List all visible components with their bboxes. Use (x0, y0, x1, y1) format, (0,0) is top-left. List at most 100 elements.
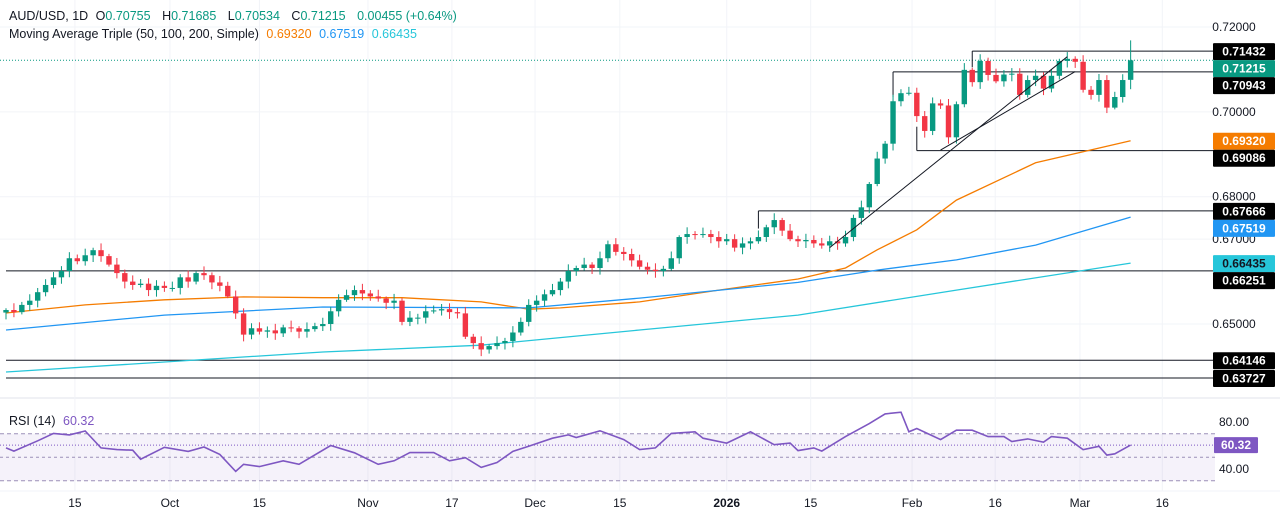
time-axis[interactable]: 15 Oct 15 Nov 17 Dec 15 2026 15 Feb 16 Mar 16 (68, 496, 1169, 510)
candle-body (993, 74, 999, 82)
candle-body (66, 258, 73, 271)
candle-body (937, 103, 944, 106)
candle-body (462, 313, 469, 337)
candle-body (1104, 80, 1110, 108)
rsi-legend: RSI (14) 60.32 (9, 414, 98, 428)
candle-body (351, 290, 358, 296)
symbol-title[interactable]: AUD/USD, 1D (9, 9, 89, 23)
candle-body (755, 237, 762, 242)
moving-averages (5, 140, 1131, 373)
x-tick-label: Oct (161, 496, 180, 510)
candle-body (1024, 80, 1031, 95)
ma50-value: 0.69320 (266, 27, 312, 41)
candle-body (1056, 60, 1063, 76)
candle-body (320, 324, 326, 327)
candle-body (1072, 58, 1078, 62)
price-axis[interactable]: 0.720000.700000.680000.670000.6500080.00… (1212, 20, 1256, 476)
ma100-value: 0.67519 (319, 27, 365, 41)
candle-body (953, 104, 960, 138)
price-tick-label: 0.68000 (1212, 190, 1256, 204)
candle-body (367, 293, 374, 297)
candle-body (668, 258, 674, 269)
candle-body (177, 277, 183, 288)
candle-body (114, 264, 120, 274)
candle-body (454, 312, 461, 314)
candle-body (826, 241, 833, 246)
candle-body (130, 281, 136, 285)
price-badge (1213, 272, 1275, 290)
candle-body (636, 260, 643, 267)
candle-body (771, 220, 777, 228)
low-value: 0.70534 (234, 9, 280, 23)
candle-body (11, 310, 17, 313)
high-label: H (162, 9, 172, 23)
candle-body (914, 92, 920, 117)
candle-body (795, 239, 801, 242)
candle-body (256, 328, 263, 332)
candle-body (446, 309, 453, 313)
candle-body (1127, 60, 1134, 80)
candle-body (724, 239, 730, 242)
price-badge-text: 0.69320 (1222, 134, 1266, 148)
candle-body (415, 317, 421, 319)
candle-body (50, 277, 57, 285)
candle-body (803, 239, 809, 242)
price-badge-text: 0.71215 (1222, 62, 1266, 76)
candle-body (27, 300, 33, 305)
candle-body (708, 234, 714, 238)
rsi-tick-label: 40.00 (1219, 462, 1249, 476)
close-label: C (291, 9, 301, 23)
price-badge-text: 0.71432 (1222, 45, 1266, 59)
candle-body (1048, 75, 1055, 89)
candle-body (565, 270, 572, 282)
candle-body (731, 239, 738, 248)
candle-body (399, 300, 405, 322)
x-tick-label: 17 (445, 496, 459, 510)
candle-body (866, 183, 872, 208)
candle-body (1088, 89, 1094, 95)
candles (3, 40, 1134, 357)
candle-body (240, 313, 247, 335)
candle-body (1001, 74, 1007, 82)
trendlines (829, 56, 1076, 249)
candle-body (494, 343, 500, 347)
candle-body (977, 60, 983, 83)
candle-body (98, 250, 104, 257)
rsi-value-badge (1214, 437, 1258, 454)
candle-body (407, 317, 413, 322)
candle-body (597, 258, 603, 269)
candle-body (621, 251, 627, 255)
price-badge (1213, 149, 1275, 167)
x-tick-label: Feb (902, 496, 923, 510)
rsi-title[interactable]: RSI (14) (9, 414, 56, 428)
candle-body (209, 275, 215, 283)
high-value: 0.71685 (171, 9, 217, 23)
candle-body (676, 237, 682, 259)
candle-body (74, 258, 80, 262)
candle-body (161, 285, 168, 288)
candle-body (526, 304, 532, 322)
candle-body (264, 330, 271, 332)
price-badge-text: 0.66435 (1222, 257, 1266, 271)
candle-body (185, 277, 191, 282)
ma-line-ma200 (5, 262, 1131, 373)
candle-body (343, 295, 350, 300)
candle-body (193, 273, 199, 282)
candle-body (1096, 80, 1102, 95)
candle-body (605, 244, 611, 259)
ma-line-ma50 (5, 140, 1131, 314)
price-badge-text: 0.66251 (1222, 274, 1266, 288)
candle-body (763, 227, 770, 238)
ma-title[interactable]: Moving Average Triple (50, 100, 200, Sim… (9, 27, 259, 41)
price-badge (1213, 255, 1275, 273)
candle-body (961, 69, 968, 105)
price-badge (1213, 219, 1275, 237)
x-tick-label: 15 (253, 496, 267, 510)
candle-body (248, 328, 255, 335)
candle-body (383, 298, 389, 303)
ma200-value: 0.66435 (371, 27, 417, 41)
candle-body (811, 239, 817, 244)
trendline (940, 71, 1076, 151)
x-tick-label: Dec (524, 496, 545, 510)
